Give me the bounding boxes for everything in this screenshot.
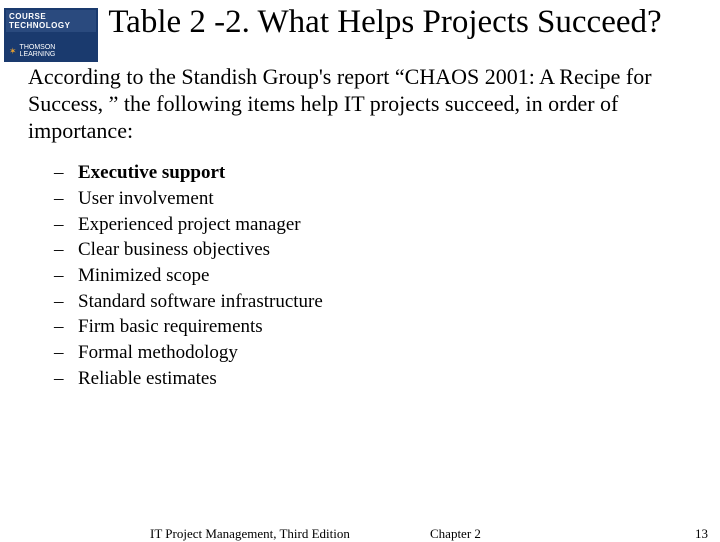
list-item: Clear business objectives [54, 237, 720, 263]
intro-paragraph: According to the Standish Group's report… [28, 64, 692, 144]
list-item: Firm basic requirements [54, 314, 720, 340]
list-item-text: Reliable estimates [78, 368, 217, 389]
list-item-text: Clear business objectives [78, 239, 270, 260]
list-item: Minimized scope [54, 263, 720, 289]
list-item-text: Experienced project manager [78, 214, 301, 235]
logo-bottom-text: THOMSON LEARNING [20, 44, 93, 58]
list-item-text: Formal methodology [78, 342, 238, 363]
list-item-text: Firm basic requirements [78, 316, 263, 337]
list-item: Reliable estimates [54, 366, 720, 392]
slide-title: Table 2 -2. What Helps Projects Succeed? [70, 0, 700, 42]
list-item-text: Minimized scope [78, 265, 209, 286]
list-item-text: User involvement [78, 188, 214, 209]
list-item: Standard software infrastructure [54, 289, 720, 315]
list-item: Executive support [54, 160, 720, 186]
logo-top-text: COURSE TECHNOLOGY [6, 10, 96, 32]
list-item: User involvement [54, 186, 720, 212]
list-item: Formal methodology [54, 340, 720, 366]
success-factors-list: Executive support User involvement Experie… [54, 160, 720, 391]
list-item-text: Executive support [78, 162, 225, 183]
logo-bottom-row: ✶ THOMSON LEARNING [6, 42, 96, 60]
list-item-text: Standard software infrastructure [78, 291, 323, 312]
list-item: Experienced project manager [54, 212, 720, 238]
publisher-logo: COURSE TECHNOLOGY ✶ THOMSON LEARNING [4, 8, 98, 62]
star-icon: ✶ [9, 46, 17, 57]
